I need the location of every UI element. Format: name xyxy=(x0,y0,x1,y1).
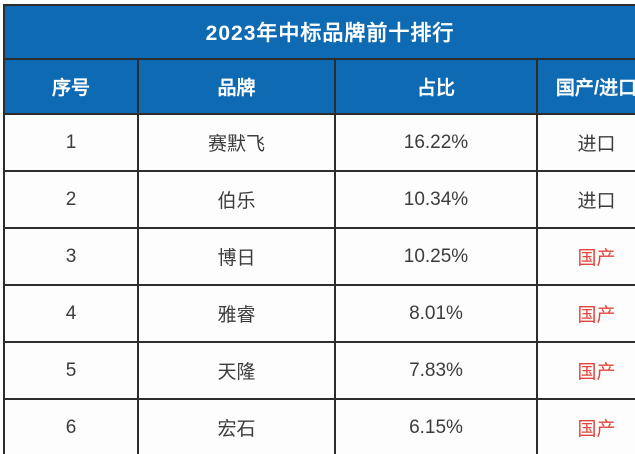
table-row: 6 宏石 6.15% 国产 xyxy=(3,398,635,454)
rank-cell: 6 xyxy=(3,398,139,454)
share-cell: 16.22% xyxy=(334,113,538,172)
header-row: 序号 品牌 占比 国产/进口 xyxy=(3,58,635,115)
column-header-origin: 国产/进口 xyxy=(535,58,635,115)
origin-cell: 国产 xyxy=(535,227,635,286)
rank-cell: 3 xyxy=(3,227,139,286)
table-row: 1 赛默飞 16.22% 进口 xyxy=(3,113,635,172)
column-header-rank: 序号 xyxy=(3,58,139,115)
table-row: 4 雅睿 8.01% 国产 xyxy=(3,284,635,343)
table-row: 5 天隆 7.83% 国产 xyxy=(3,341,635,400)
share-cell: 6.15% xyxy=(334,398,538,454)
column-header-brand: 品牌 xyxy=(137,58,336,115)
brand-cell: 博日 xyxy=(137,227,336,286)
table-row: 2 伯乐 10.34% 进口 xyxy=(3,170,635,229)
share-cell: 7.83% xyxy=(334,341,538,400)
table-row: 3 博日 10.25% 国产 xyxy=(3,227,635,286)
origin-cell: 进口 xyxy=(535,113,635,172)
origin-cell: 国产 xyxy=(535,341,635,400)
brand-cell: 赛默飞 xyxy=(137,113,336,172)
brand-cell: 伯乐 xyxy=(137,170,336,229)
brand-cell: 宏石 xyxy=(137,398,336,454)
column-header-share: 占比 xyxy=(334,58,538,115)
rank-cell: 4 xyxy=(3,284,139,343)
share-cell: 10.25% xyxy=(334,227,538,286)
ranking-table: 2023年中标品牌前十排行 序号 品牌 占比 国产/进口 1 赛默飞 16.22… xyxy=(2,4,635,454)
brand-cell: 雅睿 xyxy=(137,284,336,343)
origin-cell: 国产 xyxy=(535,284,635,343)
rank-cell: 1 xyxy=(3,113,139,172)
rank-cell: 2 xyxy=(3,170,139,229)
rank-cell: 5 xyxy=(3,341,139,400)
table-title: 2023年中标品牌前十排行 xyxy=(2,4,635,60)
origin-cell: 国产 xyxy=(535,398,635,454)
title-row: 2023年中标品牌前十排行 xyxy=(2,4,635,60)
brand-cell: 天隆 xyxy=(137,341,336,400)
share-cell: 8.01% xyxy=(334,284,538,343)
origin-cell: 进口 xyxy=(535,170,635,229)
share-cell: 10.34% xyxy=(334,170,538,229)
